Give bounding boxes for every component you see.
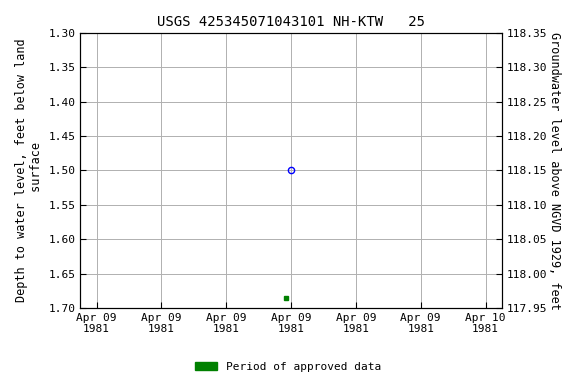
Y-axis label: Depth to water level, feet below land
 surface: Depth to water level, feet below land su… [15, 39, 43, 302]
Title: USGS 425345071043101 NH-KTW   25: USGS 425345071043101 NH-KTW 25 [157, 15, 425, 29]
Legend: Period of approved data: Period of approved data [191, 358, 385, 377]
Y-axis label: Groundwater level above NGVD 1929, feet: Groundwater level above NGVD 1929, feet [548, 31, 561, 310]
